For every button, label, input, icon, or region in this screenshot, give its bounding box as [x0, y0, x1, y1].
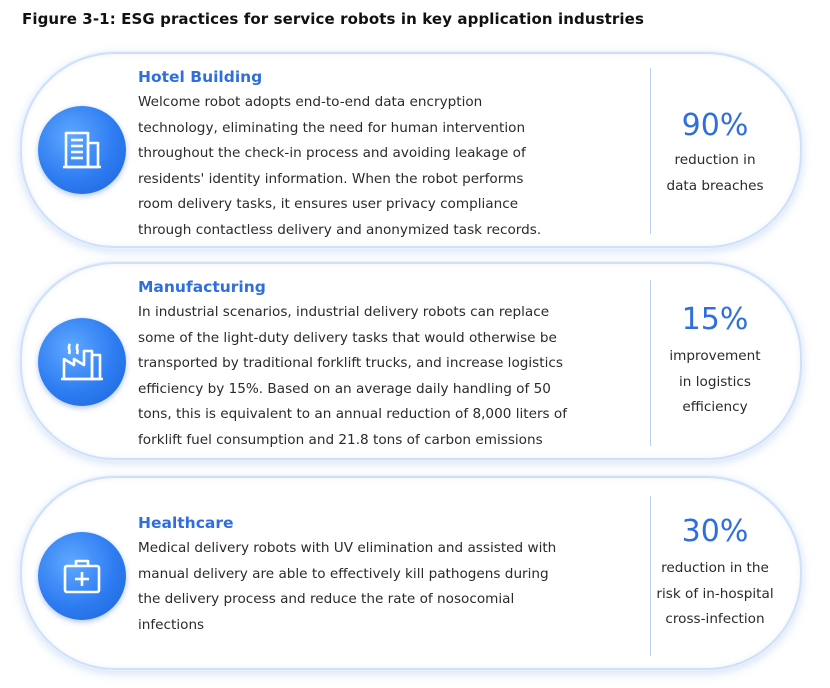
stat-label: improvement in logistics efficiency: [640, 344, 790, 421]
stat-label-line: improvement: [669, 348, 761, 364]
description-line: Welcome robot adopts end-to-end data enc…: [138, 94, 483, 110]
stat-value: 90%: [681, 108, 749, 143]
stat-label-line: reduction in the: [661, 560, 769, 576]
description-line: technology, eliminating the need for hum…: [138, 119, 526, 136]
building-icon: [38, 106, 126, 194]
stat-label: reduction in data breaches: [640, 148, 790, 199]
stat-label-line: in logistics: [679, 373, 751, 390]
description-line: manual delivery are able to effectively …: [138, 565, 549, 582]
stat-label-line: cross-infection: [665, 611, 765, 627]
description-line: Medical delivery robots with UV eliminat…: [138, 540, 557, 556]
stat-divider: [650, 280, 651, 446]
description-line: residents' identity information. When th…: [138, 170, 524, 187]
card-manufacturing: Manufacturing In industrial scenarios, i…: [20, 262, 802, 460]
card-heading: Manufacturing: [138, 278, 266, 296]
description-line: room delivery tasks, it ensures user pri…: [138, 196, 519, 212]
card-description: In industrial scenarios, industrial deli…: [138, 300, 638, 453]
stat-divider: [650, 68, 651, 234]
figure-title: Figure 3-1: ESG practices for service ro…: [22, 10, 644, 28]
description-line: In industrial scenarios, industrial deli…: [138, 304, 550, 320]
description-line: the delivery process and reduce the rate…: [138, 591, 515, 607]
factory-icon: [38, 318, 126, 406]
card-hotel-building: Hotel Building Welcome robot adopts end-…: [20, 52, 802, 248]
stat-label-line: data breaches: [666, 177, 764, 194]
card-description: Medical delivery robots with UV eliminat…: [138, 536, 638, 638]
stat-divider: [650, 496, 651, 656]
stat-value: 30%: [681, 514, 749, 549]
description-line: infections: [138, 616, 205, 633]
description-line: transported by traditional forklift truc…: [138, 355, 563, 371]
card-description: Welcome robot adopts end-to-end data enc…: [138, 90, 638, 243]
description-line: some of the light-duty delivery tasks th…: [138, 329, 557, 346]
card-heading: Hotel Building: [138, 68, 263, 86]
medical-kit-icon: [38, 532, 126, 620]
card-heading: Healthcare: [138, 514, 234, 532]
card-healthcare: Healthcare Medical delivery robots with …: [20, 476, 802, 670]
description-line: tons, this is equivalent to an annual re…: [138, 406, 568, 422]
stat-value: 15%: [681, 302, 749, 337]
description-line: efficiency by 15%. Based on an average d…: [138, 380, 551, 397]
description-line: through contactless delivery and anonymi…: [138, 221, 542, 238]
description-line: throughout the check-in process and avoi…: [138, 145, 526, 161]
stat-label-line: efficiency: [682, 399, 748, 415]
stat-label: reduction in the risk of in-hospital cro…: [640, 556, 790, 633]
stat-label-line: reduction in: [674, 152, 756, 168]
stat-label-line: risk of in-hospital: [656, 585, 774, 602]
description-line: forklift fuel consumption and 21.8 tons …: [138, 431, 543, 448]
